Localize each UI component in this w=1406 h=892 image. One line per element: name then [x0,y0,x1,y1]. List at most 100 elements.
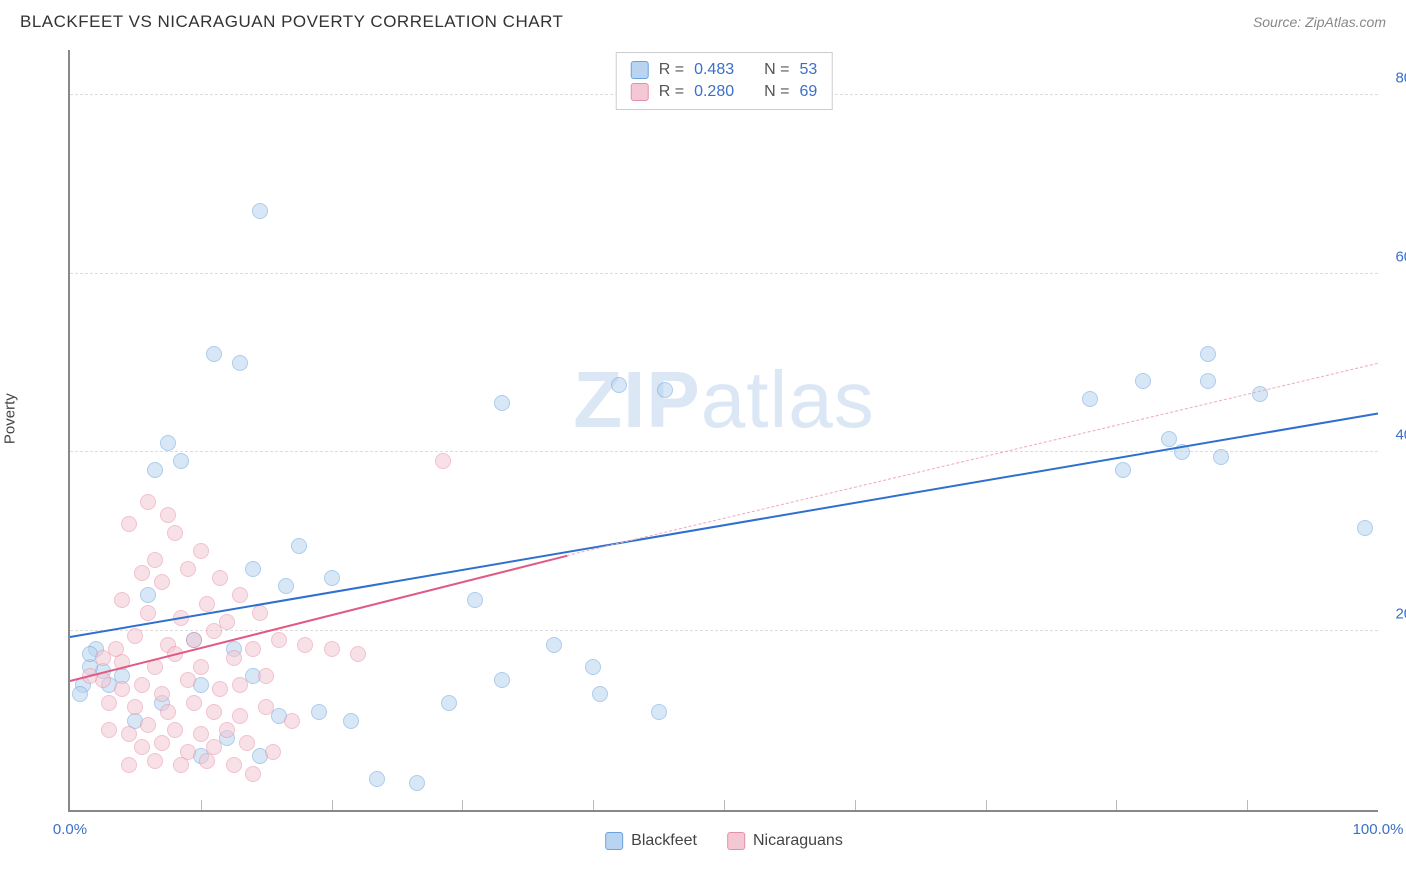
scatter-point [147,753,163,769]
scatter-point [369,771,385,787]
scatter-point [651,704,667,720]
scatter-point [435,453,451,469]
trendline [70,412,1378,637]
scatter-point [343,713,359,729]
scatter-point [546,637,562,653]
scatter-point [173,757,189,773]
scatter-point [193,543,209,559]
scatter-point [409,775,425,791]
scatter-point [350,646,366,662]
scatter-point [245,641,261,657]
scatter-point [212,570,228,586]
scatter-point [114,681,130,697]
scatter-point [297,637,313,653]
x-tick-label: 0.0% [53,821,87,838]
series-legend: Blackfeet Nicaraguans [605,832,843,850]
n-label: N = [764,83,789,101]
scatter-point [585,659,601,675]
scatter-point [1213,449,1229,465]
scatter-point [291,538,307,554]
legend-swatch [631,83,649,101]
scatter-point [160,435,176,451]
scatter-point [1200,346,1216,362]
scatter-point [265,744,281,760]
scatter-point [134,677,150,693]
scatter-point [324,641,340,657]
scatter-point [232,587,248,603]
r-value: 0.483 [694,61,734,79]
y-tick-label: 60.0% [1383,248,1406,265]
scatter-point [206,346,222,362]
y-axis-label: Poverty [2,393,19,444]
scatter-point [1200,373,1216,389]
scatter-point [134,565,150,581]
legend-item: Nicaraguans [727,832,843,850]
scatter-point [467,592,483,608]
scatter-point [1135,373,1151,389]
legend-swatch [631,61,649,79]
scatter-point [193,659,209,675]
scatter-point [167,722,183,738]
scatter-point [199,596,215,612]
scatter-point [1161,431,1177,447]
x-tick [1116,800,1117,810]
scatter-point [494,672,510,688]
legend-label: Nicaraguans [753,832,843,850]
plot-area: ZIPatlas R =0.483N =53R =0.280N =69 Blac… [68,50,1378,812]
scatter-point [147,462,163,478]
scatter-point [160,507,176,523]
legend-item: Blackfeet [605,832,697,850]
scatter-point [154,574,170,590]
legend-swatch [727,832,745,850]
legend-label: Blackfeet [631,832,697,850]
scatter-point [611,377,627,393]
gridline [70,273,1378,274]
scatter-point [72,686,88,702]
scatter-point [95,650,111,666]
legend-swatch [605,832,623,850]
scatter-point [127,628,143,644]
scatter-point [206,623,222,639]
scatter-point [101,695,117,711]
scatter-point [160,704,176,720]
legend-row: R =0.280N =69 [631,81,818,103]
chart-area: Poverty ZIPatlas R =0.483N =53R =0.280N … [20,50,1386,872]
scatter-point [252,203,268,219]
scatter-point [186,695,202,711]
scatter-point [1082,391,1098,407]
scatter-point [232,355,248,371]
scatter-point [245,561,261,577]
scatter-point [212,681,228,697]
scatter-point [114,592,130,608]
scatter-point [121,726,137,742]
scatter-point [271,632,287,648]
scatter-point [657,382,673,398]
scatter-point [140,717,156,733]
scatter-point [239,735,255,751]
scatter-point [258,699,274,715]
scatter-point [140,587,156,603]
scatter-point [258,668,274,684]
scatter-point [592,686,608,702]
scatter-point [206,704,222,720]
scatter-point [121,757,137,773]
scatter-point [284,713,300,729]
scatter-point [199,753,215,769]
legend-row: R =0.483N =53 [631,59,818,81]
scatter-point [441,695,457,711]
scatter-point [193,726,209,742]
x-tick [332,800,333,810]
scatter-point [226,650,242,666]
scatter-point [311,704,327,720]
x-tick [986,800,987,810]
scatter-point [245,766,261,782]
scatter-point [140,494,156,510]
scatter-point [494,395,510,411]
scatter-point [186,632,202,648]
x-tick [201,800,202,810]
scatter-point [140,605,156,621]
scatter-point [232,708,248,724]
x-tick [593,800,594,810]
scatter-point [252,605,268,621]
scatter-point [1357,520,1373,536]
